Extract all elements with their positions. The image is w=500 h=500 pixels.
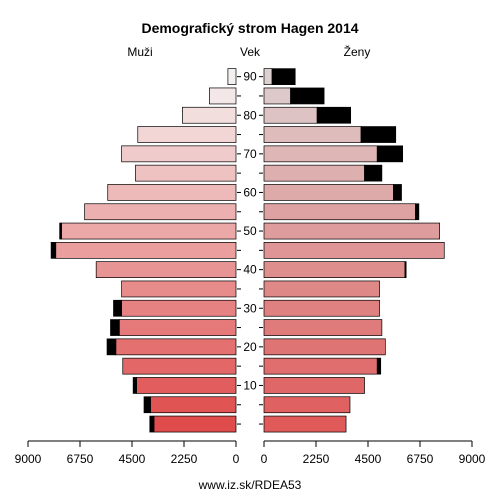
female-bar-25-29 (263, 319, 383, 336)
female-bar-5-9 (263, 396, 351, 414)
male-label: Muži (127, 45, 152, 59)
male-bar-75-79 (137, 126, 237, 143)
male-bar-30-34 (121, 299, 237, 317)
source-url: www.iz.sk/RDEA53 (198, 478, 302, 492)
female-surplus-60-64 (393, 184, 402, 201)
age-tick-label: 60 (243, 185, 257, 199)
male-surplus-45-49 (50, 242, 57, 259)
male-x-tick-label: 4500 (119, 452, 146, 466)
male-x-axis: 9000 6750 4500 2250 0 (15, 440, 240, 466)
male-bar-80-84 (182, 106, 237, 124)
female-bar-30-34 (263, 299, 380, 317)
age-label: Vek (240, 45, 261, 59)
male-bars (50, 68, 237, 433)
female-surplus-70-74 (376, 145, 404, 163)
female-surplus-55-59 (415, 203, 420, 221)
male-bar-40-44 (95, 261, 237, 278)
male-surplus-30-34 (113, 299, 122, 317)
female-bar-35-39 (263, 280, 380, 298)
age-tick-label: 70 (243, 147, 257, 161)
female-surplus-15-19 (376, 357, 382, 375)
age-tick-label: 40 (243, 263, 257, 277)
male-bar-5-9 (150, 396, 237, 414)
female-bar-50-54 (263, 222, 440, 240)
female-bar-80-84 (263, 106, 318, 124)
female-label: Ženy (344, 44, 371, 59)
age-tick-label: 50 (243, 224, 257, 238)
female-bar-55-59 (263, 203, 416, 221)
age-tick-label: 20 (243, 340, 257, 354)
male-x-tick-label: 0 (233, 452, 240, 466)
age-axis: 10 20 30 40 50 60 70 80 90 (237, 70, 263, 425)
male-bar-0-4 (153, 415, 237, 433)
male-bar-20-24 (115, 338, 237, 356)
male-surplus-25-29 (110, 319, 120, 336)
age-tick-label: 80 (243, 108, 257, 122)
female-bar-0-4 (263, 415, 347, 433)
female-bar-65-69 (263, 164, 365, 182)
female-x-tick-label: 2250 (303, 452, 330, 466)
male-bar-65-69 (135, 164, 237, 182)
male-bar-50-54 (61, 222, 237, 240)
male-bar-15-19 (122, 357, 237, 375)
age-tick-label: 30 (243, 301, 257, 315)
female-surplus-65-69 (364, 164, 383, 182)
male-x-tick-label: 2250 (171, 452, 198, 466)
female-bar-75-79 (263, 126, 362, 143)
female-surplus-40-44 (404, 261, 407, 278)
female-bar-90+ (263, 68, 273, 86)
female-x-tick-label: 9000 (459, 452, 486, 466)
female-x-tick-label: 4500 (355, 452, 382, 466)
female-x-axis: 0 2250 4500 6750 9000 (261, 440, 486, 466)
female-bar-40-44 (263, 261, 406, 278)
male-surplus-5-9 (143, 396, 151, 414)
age-tick-label: 10 (243, 378, 257, 392)
male-x-tick-label: 9000 (15, 452, 42, 466)
female-bar-15-19 (263, 357, 378, 375)
male-bar-10-14 (136, 377, 237, 394)
male-bar-60-64 (107, 184, 237, 201)
female-surplus-75-79 (360, 126, 397, 143)
male-x-tick-label: 6750 (67, 452, 94, 466)
male-bar-70-74 (121, 145, 237, 163)
chart-title: Demografický strom Hagen 2014 (141, 20, 358, 36)
female-bar-45-49 (263, 242, 445, 259)
male-bar-85-89 (209, 87, 237, 105)
male-bar-45-49 (55, 242, 237, 259)
male-bar-55-59 (84, 203, 237, 221)
female-bar-70-74 (263, 145, 378, 163)
female-surplus-90+ (271, 68, 296, 86)
male-surplus-50-54 (59, 222, 62, 240)
male-bar-90+ (227, 68, 237, 86)
male-surplus-0-4 (149, 415, 155, 433)
female-surplus-80-84 (316, 106, 352, 124)
female-surplus-85-89 (290, 87, 325, 105)
female-bar-60-64 (263, 184, 394, 201)
male-surplus-10-14 (132, 377, 137, 394)
female-x-tick-label: 6750 (407, 452, 434, 466)
female-bars (263, 68, 445, 433)
male-bar-25-29 (118, 319, 237, 336)
age-tick-label: 90 (243, 70, 257, 84)
male-bar-35-39 (121, 280, 237, 298)
female-bar-10-14 (263, 377, 365, 394)
female-x-tick-label: 0 (261, 452, 268, 466)
male-surplus-20-24 (106, 338, 117, 356)
female-bar-85-89 (263, 87, 291, 105)
female-bar-20-24 (263, 338, 386, 356)
